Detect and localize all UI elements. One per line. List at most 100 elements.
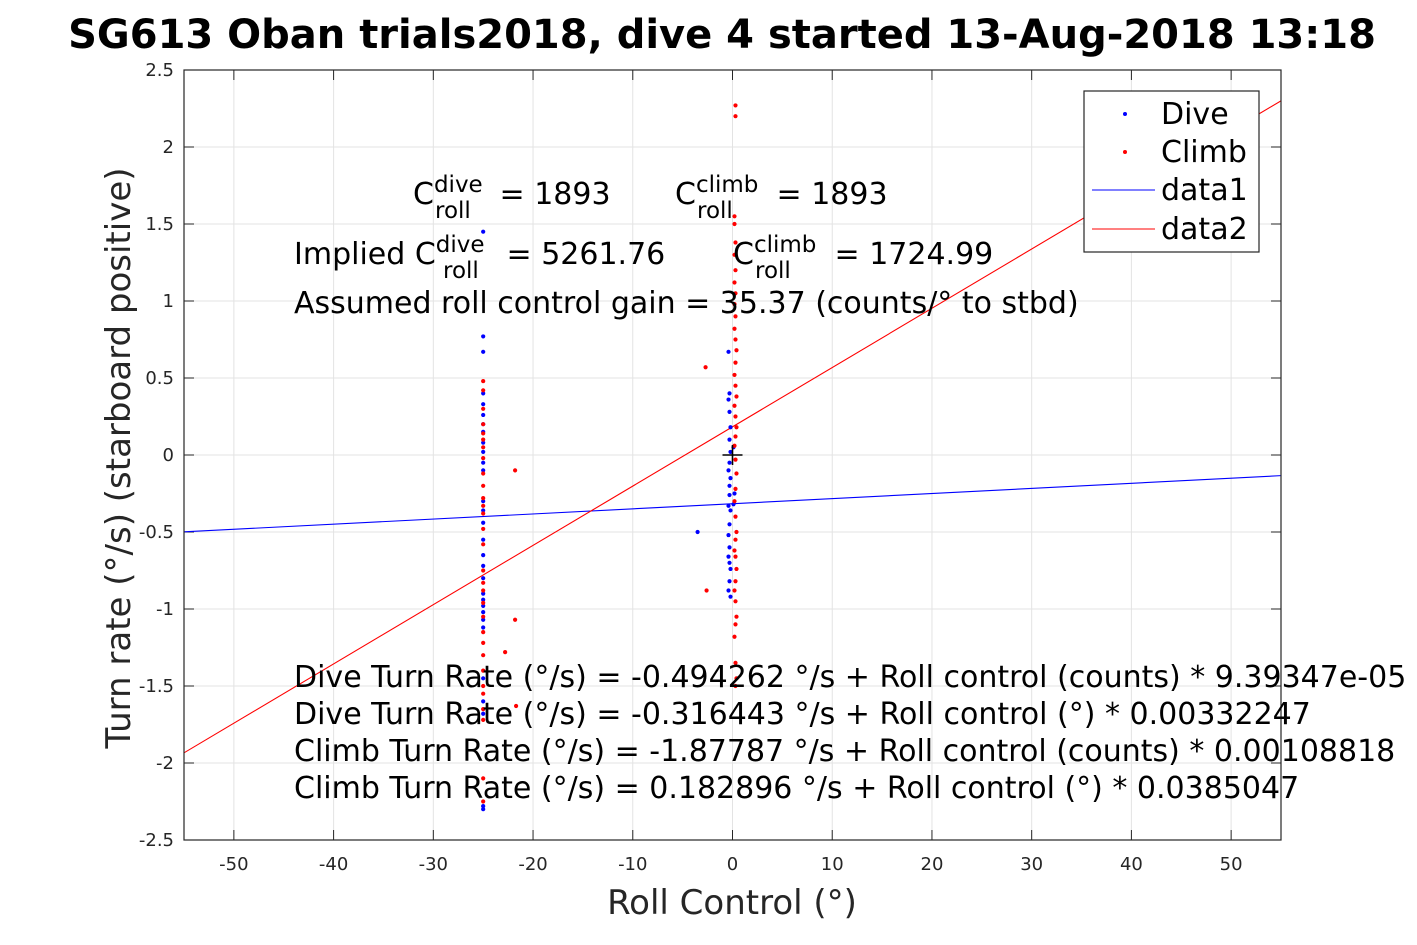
c-roll-dive-annotation: Cdive roll = 1893	[413, 172, 611, 224]
dive-point	[728, 508, 733, 513]
climb-point	[733, 514, 738, 519]
x-tick-label: 50	[1220, 854, 1243, 875]
climb-point	[481, 568, 486, 573]
dive-point	[728, 476, 733, 481]
climb-point	[503, 650, 508, 655]
dive-point	[481, 537, 486, 542]
legend-data1-label: data1	[1161, 173, 1248, 208]
legend-climb-marker	[1123, 150, 1127, 154]
dive-point	[481, 617, 486, 622]
origin-cross-marker	[722, 445, 743, 465]
climb-point	[481, 691, 486, 696]
climb-point	[733, 291, 738, 296]
climb-point	[733, 268, 738, 273]
x-axis-label: Roll Control (°)	[607, 883, 857, 923]
climb-point	[704, 588, 709, 593]
climb-point	[513, 703, 519, 709]
dive-point	[732, 491, 737, 496]
implied-c-roll-dive-annotation: Implied Cdive roll = 5261.76	[294, 232, 665, 284]
climb-point	[733, 486, 738, 491]
dive-degrees-equation: Dive Turn Rate (°/s) = -0.316443 °/s + R…	[294, 697, 1311, 732]
climb-point	[734, 529, 739, 535]
climb-point	[733, 114, 738, 119]
dive-point	[481, 625, 486, 630]
climb-point	[481, 422, 486, 427]
dive-point	[481, 412, 486, 418]
climb-point	[733, 314, 738, 319]
dive-point	[481, 391, 486, 396]
legend-dive-marker	[1123, 112, 1127, 116]
dive-counts-equation: Dive Turn Rate (°/s) = -0.494262 °/s + R…	[294, 660, 1406, 695]
x-tick-label: 0	[727, 854, 738, 875]
climb-point	[481, 511, 486, 516]
climb-point	[481, 653, 486, 658]
dive-point	[481, 711, 486, 716]
dive-point	[481, 349, 486, 354]
dive-point	[727, 545, 732, 550]
climb-point	[732, 326, 737, 331]
dive-point	[728, 594, 733, 599]
dive-point	[727, 437, 732, 442]
x-axis: -50 -40 -30 -20 -10 0 10 20 30 40 50	[219, 70, 1243, 875]
scatter-points	[481, 103, 739, 812]
x-tick-label: -40	[319, 854, 348, 875]
climb-point	[481, 707, 486, 712]
dive-point	[481, 563, 486, 568]
dive-point	[727, 560, 732, 565]
legend-climb-label: Climb	[1161, 135, 1247, 170]
y-tick-label: 1.5	[145, 214, 174, 235]
dive-point	[727, 483, 732, 488]
dive-point	[481, 334, 486, 339]
climb-point	[481, 614, 486, 619]
x-tick-label: -30	[419, 854, 448, 875]
dive-point	[481, 508, 486, 513]
climb-point	[481, 640, 486, 645]
dive-point	[481, 449, 486, 455]
climb-point	[732, 301, 737, 307]
climb-point	[734, 425, 739, 430]
climb-point	[733, 537, 738, 542]
dive-point	[727, 522, 732, 527]
climb-point	[733, 414, 738, 419]
climb-point	[732, 634, 737, 639]
climb-point	[481, 717, 486, 722]
climb-point	[733, 383, 738, 388]
climb-point	[734, 348, 739, 353]
legend: Dive Climb data1 data2	[1083, 90, 1260, 253]
climb-point	[481, 406, 486, 411]
dive-point	[481, 804, 486, 809]
dive-point	[481, 676, 486, 681]
climb-point	[733, 434, 738, 439]
climb-point	[481, 526, 486, 532]
dive-point	[481, 807, 486, 812]
y-tick-label: -2	[156, 753, 174, 774]
climb-point	[481, 455, 486, 461]
climb-point	[481, 580, 486, 585]
dive-point	[726, 532, 731, 538]
y-axis-label: Turn rate (°/s) (starboard positive)	[99, 167, 139, 749]
y-tick-label: 2.5	[145, 60, 174, 81]
climb-point	[512, 468, 518, 473]
dive-point	[727, 492, 732, 498]
climb-point	[481, 445, 486, 450]
dive-point	[481, 603, 486, 609]
dive-point	[481, 468, 486, 473]
dive-point	[726, 468, 731, 473]
climb-point	[481, 496, 486, 501]
dive-point	[481, 609, 486, 615]
dive-point	[481, 499, 486, 504]
climb-point	[732, 252, 737, 257]
implied-c-roll-climb-annotation: Cclimb roll = 1724.99	[733, 232, 993, 284]
plot-frame	[183, 69, 1282, 841]
climb-point	[512, 617, 518, 622]
dive-point	[728, 449, 733, 455]
dive-point	[727, 409, 732, 414]
y-tick-label: 1	[163, 291, 174, 312]
dive-point	[695, 529, 700, 535]
y-tick-label: 0	[163, 445, 174, 466]
climb-point	[733, 683, 738, 689]
climb-point	[733, 103, 738, 108]
dive-point	[726, 503, 731, 508]
climb-point	[481, 503, 486, 508]
